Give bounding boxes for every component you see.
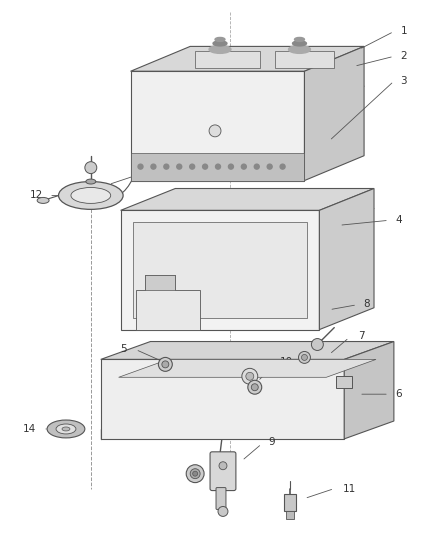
Circle shape: [186, 465, 204, 482]
Polygon shape: [131, 71, 304, 181]
FancyBboxPatch shape: [210, 452, 236, 490]
Polygon shape: [120, 189, 374, 211]
Circle shape: [138, 164, 143, 169]
Circle shape: [162, 361, 169, 368]
Ellipse shape: [215, 37, 225, 42]
Ellipse shape: [213, 41, 227, 46]
Polygon shape: [275, 51, 334, 68]
Ellipse shape: [47, 420, 85, 438]
Polygon shape: [119, 359, 376, 377]
Ellipse shape: [62, 427, 70, 431]
Polygon shape: [131, 153, 304, 181]
FancyBboxPatch shape: [216, 488, 226, 510]
Text: 9: 9: [268, 437, 275, 447]
Polygon shape: [120, 211, 319, 329]
Circle shape: [242, 368, 258, 384]
Circle shape: [251, 384, 258, 391]
Ellipse shape: [56, 424, 76, 434]
Ellipse shape: [294, 37, 304, 42]
Bar: [336, 376, 352, 388]
Text: 3: 3: [400, 76, 407, 86]
Circle shape: [190, 164, 194, 169]
Polygon shape: [319, 189, 374, 329]
Text: 11: 11: [343, 483, 356, 494]
Text: 8: 8: [364, 299, 371, 309]
Circle shape: [177, 164, 182, 169]
Text: 2: 2: [400, 51, 407, 61]
Circle shape: [219, 462, 227, 470]
Ellipse shape: [86, 179, 96, 184]
Circle shape: [159, 358, 172, 372]
Circle shape: [209, 125, 221, 137]
Circle shape: [241, 164, 246, 169]
Ellipse shape: [209, 45, 231, 53]
Text: 6: 6: [396, 389, 402, 399]
Text: 1: 1: [400, 27, 407, 36]
Circle shape: [215, 164, 220, 169]
Circle shape: [246, 373, 254, 380]
Circle shape: [193, 471, 198, 476]
Polygon shape: [101, 359, 344, 439]
Ellipse shape: [71, 188, 111, 204]
Circle shape: [164, 164, 169, 169]
Text: 10: 10: [280, 358, 293, 367]
Text: 5: 5: [120, 344, 127, 354]
Circle shape: [267, 164, 272, 169]
Circle shape: [203, 164, 208, 169]
Polygon shape: [304, 46, 364, 181]
Polygon shape: [131, 46, 364, 71]
Ellipse shape: [37, 197, 49, 204]
Text: 7: 7: [358, 330, 364, 341]
Circle shape: [280, 164, 285, 169]
Ellipse shape: [59, 182, 123, 209]
Text: 13: 13: [141, 168, 154, 179]
Bar: [286, 512, 293, 519]
Polygon shape: [135, 275, 200, 329]
Circle shape: [311, 338, 323, 351]
Text: 12: 12: [29, 190, 43, 200]
Circle shape: [151, 164, 156, 169]
Circle shape: [229, 164, 233, 169]
Text: 14: 14: [23, 424, 36, 434]
Ellipse shape: [289, 45, 311, 53]
Polygon shape: [195, 51, 260, 68]
Polygon shape: [101, 342, 394, 359]
Circle shape: [218, 506, 228, 516]
Polygon shape: [344, 342, 394, 439]
Polygon shape: [133, 222, 307, 318]
Circle shape: [248, 380, 262, 394]
Text: 4: 4: [396, 215, 402, 225]
Circle shape: [85, 161, 97, 174]
Circle shape: [301, 354, 307, 360]
Ellipse shape: [293, 41, 307, 46]
Circle shape: [298, 351, 311, 364]
Polygon shape: [145, 275, 175, 290]
Bar: [283, 494, 296, 512]
Circle shape: [254, 164, 259, 169]
Circle shape: [190, 469, 200, 479]
